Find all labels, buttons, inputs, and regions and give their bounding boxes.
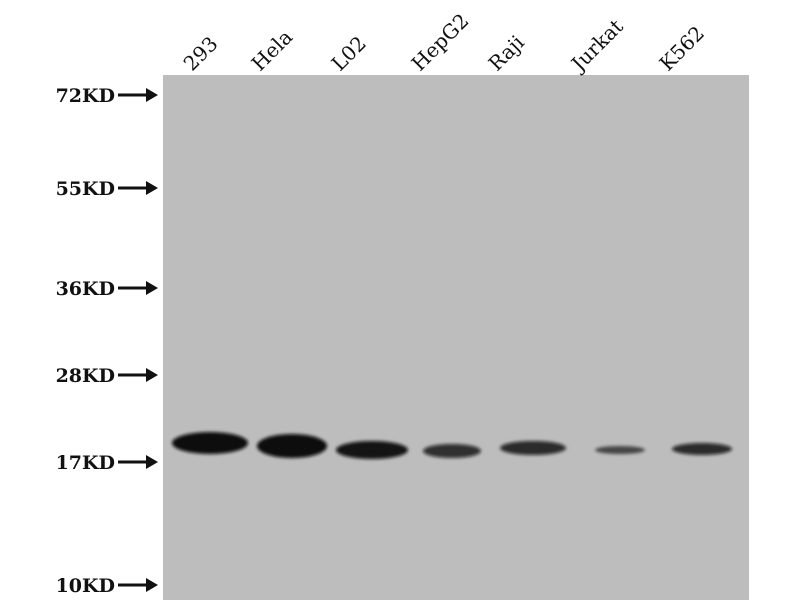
- band-293: [172, 432, 248, 454]
- lane-label: K562: [655, 21, 710, 76]
- arrow-head-icon: [146, 578, 158, 592]
- marker-28kd: 28KD: [56, 365, 158, 387]
- band-hela: [257, 434, 327, 458]
- marker-17kd: 17KD: [56, 452, 158, 474]
- marker-36kd: 36KD: [56, 278, 158, 300]
- band-l02: [336, 441, 408, 459]
- arrow-head-icon: [146, 368, 158, 382]
- arrow-head-icon: [146, 181, 158, 195]
- marker-label: 10KD: [56, 575, 115, 597]
- band-raji: [500, 441, 566, 455]
- marker-10kd: 10KD: [56, 575, 158, 597]
- lane-label: L02: [327, 31, 371, 75]
- marker-label: 55KD: [56, 178, 115, 200]
- marker-55kd: 55KD: [56, 178, 158, 200]
- marker-label: 36KD: [56, 278, 115, 300]
- lane-label: 293: [179, 32, 223, 76]
- band-jurkat: [595, 446, 645, 454]
- marker-label: 28KD: [56, 365, 115, 387]
- arrow-head-icon: [146, 281, 158, 295]
- marker-label: 72KD: [56, 85, 115, 107]
- lane-label: Jurkat: [565, 14, 628, 77]
- lane-label: Hela: [247, 25, 298, 76]
- marker-72kd: 72KD: [56, 85, 158, 107]
- band-k562: [672, 443, 732, 455]
- lane-label: HepG2: [407, 9, 474, 76]
- lane-label: Raji: [484, 30, 529, 75]
- membrane: [163, 75, 749, 600]
- arrow-head-icon: [146, 88, 158, 102]
- band-hepg2: [423, 444, 481, 458]
- marker-label: 17KD: [56, 452, 115, 474]
- arrow-head-icon: [146, 455, 158, 469]
